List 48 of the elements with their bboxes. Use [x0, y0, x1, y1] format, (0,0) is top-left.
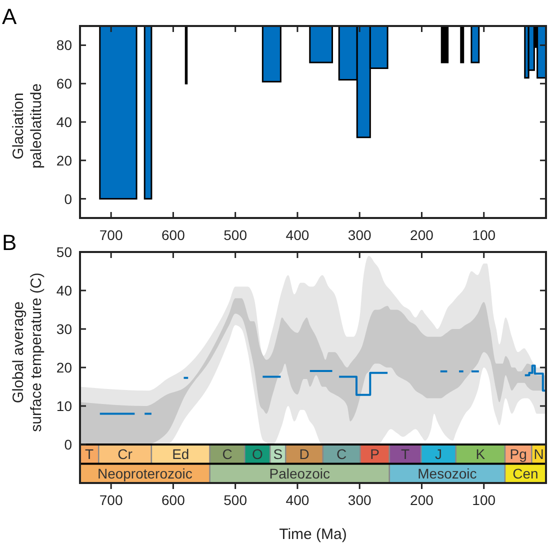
band-label: Neoproterozoic	[97, 465, 192, 482]
x-axis-title: Time (Ma)	[279, 526, 347, 543]
x-tick-label: 400	[286, 492, 310, 508]
y-tick-label: 20	[56, 152, 72, 168]
band-label: J	[435, 446, 442, 462]
x-tick-label: 100	[472, 492, 496, 508]
y-axis-title: Global average surface temperature (C)	[10, 272, 45, 432]
x-tick-label: 200	[410, 492, 434, 508]
y-tick-label: 40	[56, 282, 72, 298]
band-label: S	[273, 446, 283, 462]
band-label: P	[370, 446, 380, 462]
y-tick-label: 80	[56, 37, 72, 54]
band-label: T	[85, 446, 94, 462]
band-label: C	[222, 446, 232, 462]
chart-title: B	[2, 230, 17, 255]
x-tick-label: 100	[472, 227, 496, 243]
y-tick-label: 30	[56, 321, 72, 337]
y-axis-title: Glaciation paleolatitude	[10, 83, 45, 169]
band-label: O	[252, 446, 263, 462]
band-label: Ed	[172, 446, 190, 462]
band-label: C	[336, 446, 347, 462]
y-tick-label: 10	[56, 398, 72, 414]
x-tick-label: 300	[348, 227, 372, 243]
chart-title: A	[2, 4, 17, 29]
x-tick-label: 500	[224, 227, 248, 243]
y-tick-label: 20	[56, 360, 72, 376]
y-tick-label: 50	[56, 244, 72, 260]
y-tick-label: 0	[64, 190, 72, 207]
band-label: Pg	[510, 446, 527, 462]
band-label: T	[400, 446, 410, 462]
x-tick-label: 400	[286, 227, 310, 243]
band-label: Cen	[512, 465, 538, 482]
band-label: Mesozoic	[418, 465, 477, 482]
y-tick-label: 60	[56, 76, 72, 92]
x-tick-label: 300	[348, 492, 372, 508]
band-label: Cr	[118, 446, 133, 462]
x-tick-label: 600	[162, 227, 186, 243]
x-tick-label: 700	[99, 492, 123, 508]
band-label: D	[299, 446, 310, 462]
x-tick-label: 500	[224, 492, 248, 508]
y-tick-label: 40	[56, 114, 72, 130]
x-tick-label: 600	[162, 492, 186, 508]
band-label: Paleozoic	[269, 465, 330, 482]
x-tick-label: 200	[410, 227, 434, 243]
x-tick-label: 700	[99, 227, 123, 243]
y-tick-label: 0	[64, 436, 72, 452]
band-label: K	[476, 446, 486, 462]
band-label: N	[534, 446, 544, 462]
